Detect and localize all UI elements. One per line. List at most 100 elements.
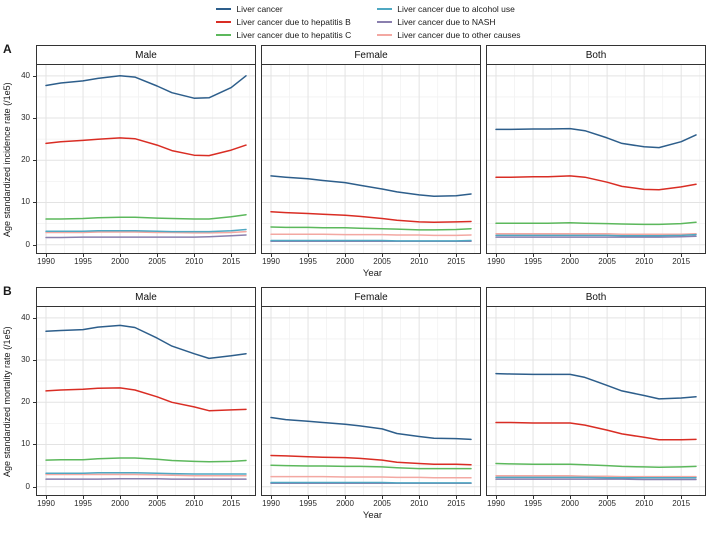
x-tick-mark bbox=[382, 496, 384, 499]
x-axis-ticks: 1990 1995 2000 2005 2010 2015 bbox=[36, 254, 256, 267]
series-line-liver-cancer bbox=[495, 127, 697, 149]
series-line-liver-cancer-due-to-other-causes bbox=[270, 475, 472, 479]
facet-strip-title: Female bbox=[261, 287, 481, 307]
x-tick-mark bbox=[46, 496, 47, 499]
series-line-liver-cancer-due-to-hepatitis-b bbox=[45, 137, 247, 157]
facet-panel bbox=[36, 306, 256, 496]
legend-item-liver-cancer-due-to-nash: Liver cancer due to NASH bbox=[377, 16, 520, 28]
x-tick-label: 2015 bbox=[222, 257, 241, 266]
x-tick-label: 2015 bbox=[672, 257, 691, 266]
y-tick-mark bbox=[33, 486, 36, 488]
y-tick-label: 0 bbox=[25, 481, 30, 491]
x-tick-label: 1990 bbox=[262, 499, 280, 508]
x-tick-mark bbox=[607, 254, 609, 257]
facet-panel bbox=[261, 64, 481, 254]
y-tick-label: 10 bbox=[21, 197, 30, 207]
plot-region-incidence: Male 1990 1995 2000 2005 2010 2015 Female 1990 19… bbox=[36, 45, 706, 267]
x-tick-mark bbox=[570, 496, 572, 499]
x-tick-label: 2010 bbox=[635, 257, 654, 266]
facet-strip-title: Male bbox=[36, 287, 256, 307]
x-axis-ticks: 1990 1995 2000 2005 2010 2015 bbox=[261, 254, 481, 267]
x-tick-label: 1990 bbox=[262, 257, 280, 266]
legend-item-liver-cancer: Liver cancer bbox=[216, 3, 351, 15]
x-axis-ticks: 1990 1995 2000 2005 2010 2015 bbox=[486, 254, 706, 267]
x-tick-label: 1990 bbox=[487, 257, 505, 266]
series-line-liver-cancer-due-to-alcohol-use bbox=[45, 228, 247, 233]
facet-panel bbox=[486, 306, 706, 496]
x-tick-label: 1995 bbox=[524, 257, 542, 266]
x-tick-mark bbox=[231, 254, 233, 257]
x-tick-label: 2005 bbox=[598, 499, 616, 508]
legend-item-liver-cancer-due-to-hepatitis-c: Liver cancer due to hepatitis C bbox=[216, 29, 351, 41]
y-tick-label: 40 bbox=[21, 312, 30, 322]
x-tick-mark bbox=[456, 496, 458, 499]
legend-line-swatch-icon bbox=[377, 34, 393, 36]
y-tick-mark bbox=[33, 244, 36, 246]
series-line-liver-cancer bbox=[495, 372, 697, 400]
x-tick-mark bbox=[644, 254, 646, 257]
series-line-liver-cancer-due-to-nash bbox=[45, 234, 247, 239]
legend-item-label: Liver cancer due to hepatitis B bbox=[236, 17, 351, 27]
facet-both: Both 1990 1995 2000 2005 2010 2015 bbox=[486, 287, 706, 509]
x-tick-mark bbox=[271, 496, 272, 499]
series-line-liver-cancer bbox=[270, 416, 472, 441]
x-tick-label: 2010 bbox=[185, 499, 204, 508]
series-line-liver-cancer-due-to-hepatitis-c bbox=[270, 226, 472, 231]
series-line-liver-cancer-due-to-hepatitis-b bbox=[495, 421, 697, 441]
x-tick-label: 2000 bbox=[111, 257, 129, 266]
x-tick-mark bbox=[456, 254, 458, 257]
x-axis-ticks: 1990 1995 2000 2005 2010 2015 bbox=[261, 496, 481, 509]
facet-panel bbox=[261, 306, 481, 496]
x-tick-label: 2010 bbox=[410, 499, 429, 508]
y-tick-mark bbox=[33, 360, 36, 362]
panel-label-b: B bbox=[3, 284, 12, 298]
x-tick-mark bbox=[120, 254, 122, 257]
legend-line-swatch-icon bbox=[377, 8, 393, 10]
series-line-liver-cancer-due-to-hepatitis-c bbox=[495, 462, 697, 469]
facet-both: Both 1990 1995 2000 2005 2010 2015 bbox=[486, 45, 706, 267]
x-tick-mark bbox=[607, 496, 609, 499]
legend-item-liver-cancer-due-to-hepatitis-b: Liver cancer due to hepatitis B bbox=[216, 16, 351, 28]
y-tick-label: 0 bbox=[25, 239, 30, 249]
series-line-liver-cancer-due-to-alcohol-use bbox=[45, 472, 247, 475]
x-axis-title-incidence: Year bbox=[362, 268, 383, 279]
x-tick-label: 2005 bbox=[373, 257, 391, 266]
series-line-liver-cancer-due-to-other-causes bbox=[45, 473, 247, 477]
x-tick-mark bbox=[46, 254, 47, 257]
x-tick-label: 1995 bbox=[74, 499, 92, 508]
x-tick-label: 2010 bbox=[635, 499, 654, 508]
x-tick-label: 2000 bbox=[336, 499, 354, 508]
x-tick-mark bbox=[681, 254, 683, 257]
chart-row-incidence: A Age standardized incidence rate (/1e5)… bbox=[0, 42, 709, 280]
series-line-liver-cancer-due-to-hepatitis-b bbox=[270, 454, 472, 466]
legend-item-label: Liver cancer bbox=[236, 4, 283, 14]
facet-strip-title: Male bbox=[36, 45, 256, 65]
chart-row-mortality: B Age standardized mortality rate (/1e5)… bbox=[0, 284, 709, 522]
series-line-liver-cancer bbox=[45, 324, 247, 360]
x-axis-ticks: 1990 1995 2000 2005 2010 2015 bbox=[486, 496, 706, 509]
legend: Liver cancer Liver cancer due to hepatiti… bbox=[14, 0, 709, 45]
x-tick-mark bbox=[345, 254, 347, 257]
series-line-liver-cancer-due-to-hepatitis-b bbox=[270, 211, 472, 224]
x-tick-label: 2005 bbox=[148, 257, 166, 266]
facet-female: Female 1990 1995 2000 2005 2010 2015 bbox=[261, 45, 481, 267]
legend-item-label: Liver cancer due to other causes bbox=[397, 30, 521, 40]
x-tick-label: 2005 bbox=[373, 499, 391, 508]
legend-item-label: Liver cancer due to alcohol use bbox=[397, 4, 515, 14]
legend-item-label: Liver cancer due to NASH bbox=[397, 17, 496, 27]
x-tick-label: 2015 bbox=[447, 257, 466, 266]
x-tick-mark bbox=[496, 254, 497, 257]
series-line-liver-cancer-due-to-hepatitis-b bbox=[495, 175, 697, 191]
y-tick-label: 30 bbox=[21, 355, 30, 365]
x-tick-label: 2010 bbox=[410, 257, 429, 266]
x-tick-mark bbox=[644, 496, 646, 499]
y-tick-mark bbox=[33, 75, 36, 77]
x-tick-label: 1990 bbox=[37, 499, 55, 508]
x-tick-mark bbox=[382, 254, 384, 257]
y-tick-mark bbox=[33, 160, 36, 162]
panel-label-a: A bbox=[3, 42, 12, 56]
x-tick-label: 1995 bbox=[74, 257, 92, 266]
x-axis-title-mortality: Year bbox=[362, 510, 383, 521]
series-line-liver-cancer-due-to-hepatitis-c bbox=[45, 457, 247, 463]
